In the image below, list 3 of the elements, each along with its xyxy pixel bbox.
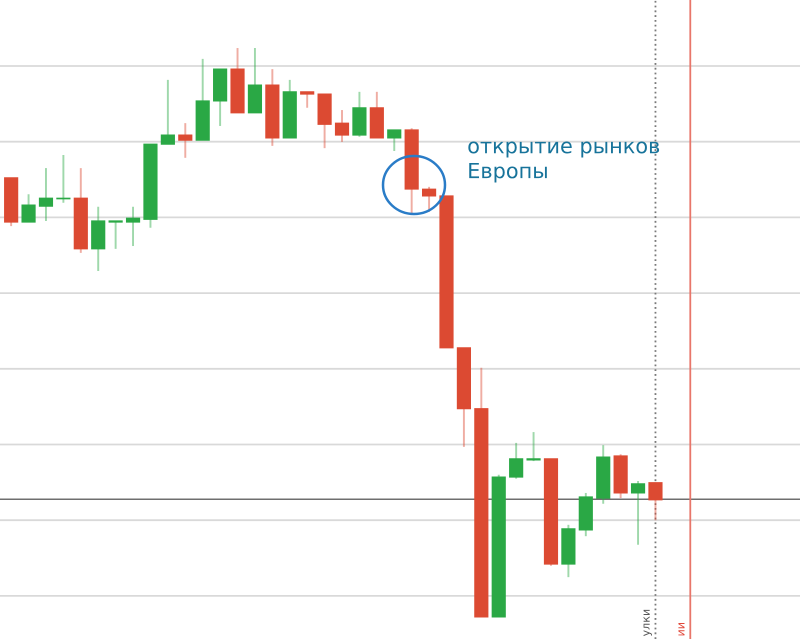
annotation: открытие рынков Европы (468, 142, 660, 182)
annotation: улки (644, 610, 652, 636)
text: ии (678, 623, 684, 636)
